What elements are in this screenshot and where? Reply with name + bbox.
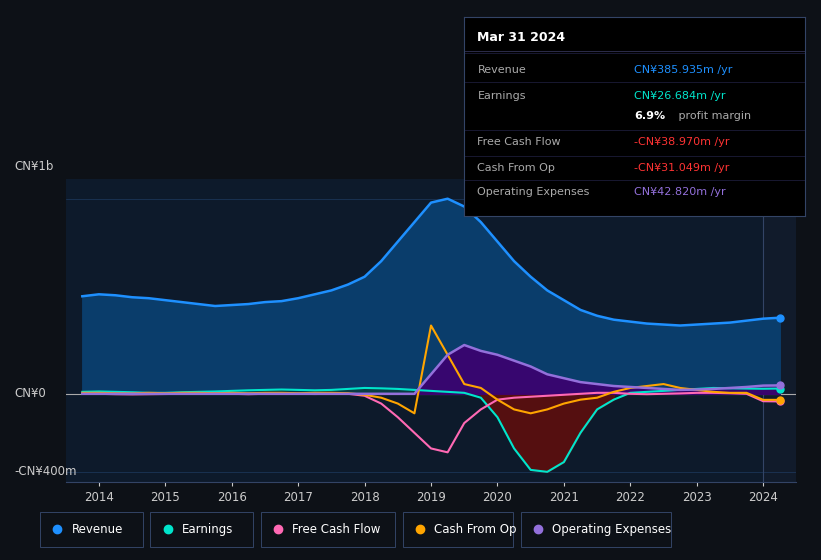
Text: Cash From Op: Cash From Op — [478, 163, 555, 173]
Text: profit margin: profit margin — [675, 111, 751, 121]
Text: CN¥0: CN¥0 — [15, 388, 46, 400]
Text: 6.9%: 6.9% — [635, 111, 665, 121]
Bar — [764, 179, 796, 482]
Text: CN¥26.684m /yr: CN¥26.684m /yr — [635, 91, 726, 101]
Text: Earnings: Earnings — [182, 522, 233, 536]
Text: CN¥42.820m /yr: CN¥42.820m /yr — [635, 186, 726, 197]
Text: Operating Expenses: Operating Expenses — [553, 522, 672, 536]
Text: Operating Expenses: Operating Expenses — [478, 186, 589, 197]
Text: -CN¥38.970m /yr: -CN¥38.970m /yr — [635, 137, 730, 147]
Text: Cash From Op: Cash From Op — [434, 522, 516, 536]
Text: -CN¥400m: -CN¥400m — [15, 465, 77, 478]
Text: Free Cash Flow: Free Cash Flow — [292, 522, 381, 536]
Text: CN¥385.935m /yr: CN¥385.935m /yr — [635, 66, 732, 76]
Text: -CN¥31.049m /yr: -CN¥31.049m /yr — [635, 163, 730, 173]
Text: Revenue: Revenue — [71, 522, 123, 536]
Text: Mar 31 2024: Mar 31 2024 — [478, 31, 566, 44]
Text: Earnings: Earnings — [478, 91, 526, 101]
Text: CN¥1b: CN¥1b — [15, 160, 54, 173]
Text: Revenue: Revenue — [478, 66, 526, 76]
Text: Free Cash Flow: Free Cash Flow — [478, 137, 561, 147]
